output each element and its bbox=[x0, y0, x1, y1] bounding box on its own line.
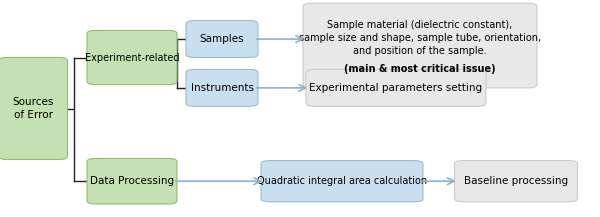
FancyBboxPatch shape bbox=[455, 161, 577, 202]
Text: Sample material (dielectric constant),
sample size and shape, sample tube, orien: Sample material (dielectric constant), s… bbox=[299, 20, 541, 56]
FancyBboxPatch shape bbox=[87, 158, 177, 204]
Text: Instruments: Instruments bbox=[191, 83, 254, 93]
Text: Samples: Samples bbox=[200, 34, 244, 44]
Text: Data Processing: Data Processing bbox=[90, 176, 174, 186]
Text: (main & most critical issue): (main & most critical issue) bbox=[344, 64, 496, 74]
FancyBboxPatch shape bbox=[303, 3, 537, 88]
FancyBboxPatch shape bbox=[87, 30, 177, 85]
FancyBboxPatch shape bbox=[186, 21, 258, 58]
Text: Quadratic integral area calculation: Quadratic integral area calculation bbox=[257, 176, 427, 186]
Text: Experiment-related: Experiment-related bbox=[85, 53, 179, 62]
Text: Baseline processing: Baseline processing bbox=[464, 176, 568, 186]
Text: Sources
of Error: Sources of Error bbox=[13, 97, 53, 120]
FancyBboxPatch shape bbox=[261, 161, 423, 202]
Text: Experimental parameters setting: Experimental parameters setting bbox=[310, 83, 482, 93]
FancyBboxPatch shape bbox=[0, 58, 67, 159]
FancyBboxPatch shape bbox=[186, 69, 258, 106]
FancyBboxPatch shape bbox=[306, 69, 486, 106]
